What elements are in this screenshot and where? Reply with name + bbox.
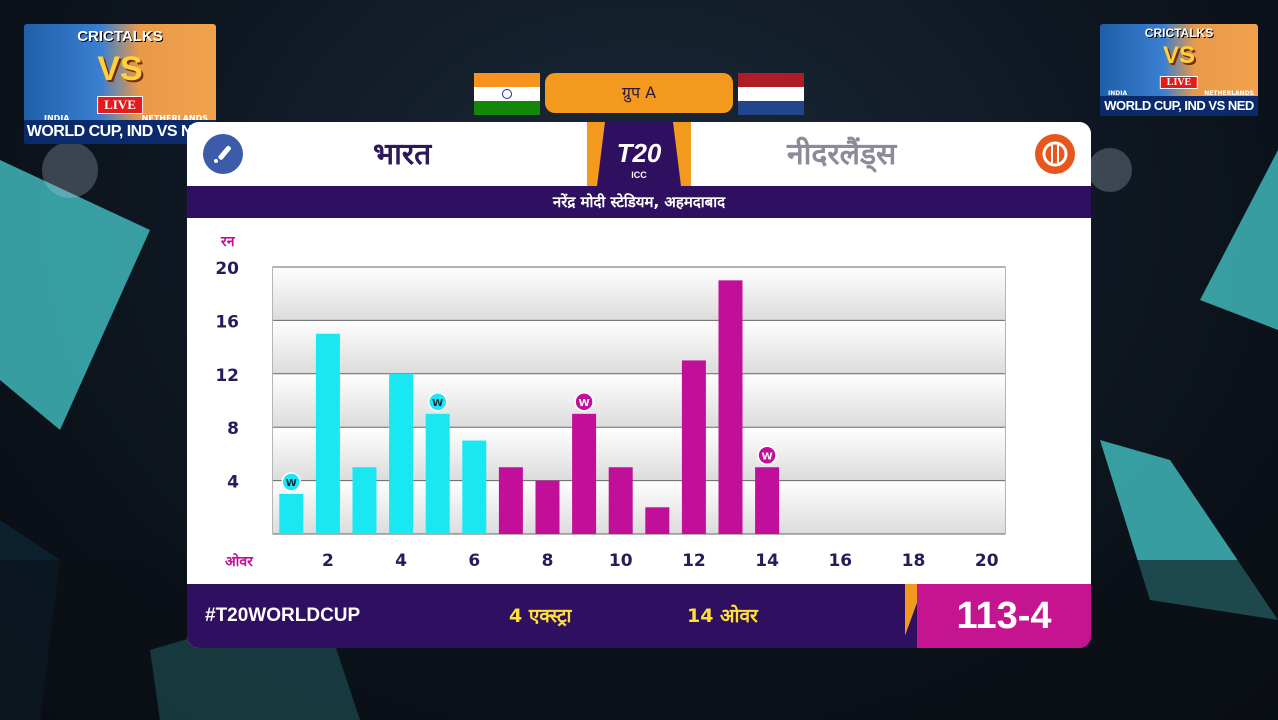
wicket-label: W (579, 398, 590, 409)
hashtag-label: #T20WORLDCUP (205, 605, 361, 626)
thumbnail-left: CRICTALKS VS LIVE INDIA NETHERLANDS WORL… (24, 24, 216, 144)
thumbnail-team1: INDIA (1108, 90, 1128, 97)
bar-over-3 (352, 467, 377, 534)
x-tick-label: 8 (542, 551, 554, 571)
runs-per-over-chart: 4 8 12 16 20 रन ओवर 2 4 6 8 10 12 14 16 18 20 W W W W (215, 234, 1006, 571)
bar-over-7 (498, 467, 523, 534)
wicket-marker (757, 445, 777, 465)
total-score: 113-4 (917, 584, 1091, 648)
bar-over-10 (608, 467, 633, 534)
x-tick-label: 18 (902, 551, 926, 571)
netherlands-flag-icon (738, 73, 804, 115)
grid-band (273, 320, 1005, 374)
bar-over-14 (755, 467, 780, 534)
x-tick-label: 14 (755, 551, 779, 571)
bar-over-6 (462, 440, 487, 534)
y-tick-label: 8 (227, 419, 239, 439)
t20-world-cup-logo: T20 ICC (587, 122, 691, 186)
x-tick-label: 6 (468, 551, 480, 571)
thumbnail-footer: WORLD CUP, IND VS NED (1100, 96, 1258, 116)
y-tick-label: 4 (227, 473, 239, 493)
thumbnail-live-badge: LIVE (97, 96, 143, 114)
overs-label: 14 ओवर (687, 605, 758, 627)
logo-big-text: T20 (617, 138, 662, 168)
wicket-marker (574, 392, 594, 412)
score-footer: #T20WORLDCUP 4 एक्स्ट्रा 14 ओवर 113-4 (187, 584, 1091, 648)
thumbnail-footer: WORLD CUP, IND VS NED (24, 120, 216, 144)
y-tick-label: 12 (215, 366, 239, 386)
bar-over-8 (535, 480, 560, 534)
x-tick-label: 16 (828, 551, 852, 571)
x-tick-label: 20 (975, 551, 999, 571)
x-tick-label: 12 (682, 551, 706, 571)
grid-band (273, 480, 1005, 534)
grid-band (273, 373, 1005, 428)
wicket-marker (281, 472, 302, 492)
bat-icon (203, 134, 243, 174)
thumbnail-vs: VS (1162, 42, 1196, 69)
x-axis-title: ओवर (225, 553, 254, 570)
thumbnail-vs: VS (97, 50, 143, 88)
bar-over-12 (681, 360, 706, 534)
x-tick-label: 10 (609, 551, 633, 571)
thumbnail-title: CRICTALKS (77, 28, 163, 45)
logo-small-text: ICC (631, 170, 647, 180)
grid-band (273, 267, 1005, 321)
bar-over-2 (315, 333, 340, 534)
y-axis-title: रन (220, 234, 236, 250)
group-label: ग्रुप A (545, 73, 733, 113)
y-tick-label: 20 (215, 259, 239, 279)
extras-label: 4 एक्स्ट्रा (509, 605, 572, 627)
x-tick-label: 4 (395, 551, 407, 571)
india-flag-icon (474, 73, 540, 115)
thumbnail-title: CRICTALKS (1144, 26, 1214, 40)
bar-over-13 (718, 280, 743, 534)
thumbnail-live-badge: LIVE (1159, 76, 1199, 89)
bar-over-4 (389, 373, 414, 534)
bowling-team-name: नीदरलैंड्स (787, 137, 897, 172)
thumbnail-team2: NETHERLANDS (1204, 90, 1254, 97)
teams-header: भारत T20 ICC नीदरलैंड्स (187, 122, 1091, 186)
scorecard-panel: भारत T20 ICC नीदरलैंड्स नरेंद्र मोदी स्ट… (187, 122, 1091, 648)
wicket-label: W (286, 478, 297, 489)
thumbnail-team1: INDIA (44, 114, 70, 123)
wicket-label: W (762, 451, 773, 462)
bar-over-9 (572, 413, 597, 534)
thumbnail-team2: NETHERLANDS (141, 114, 208, 123)
bar-over-5 (425, 413, 450, 534)
batting-team-name: भारत (373, 137, 432, 172)
ball-icon (1035, 134, 1075, 174)
venue-label: नरेंद्र मोदी स्टेडियम, अहमदाबाद (187, 186, 1091, 218)
bar-over-1 (279, 493, 304, 534)
thumbnail-right: CRICTALKS VS LIVE INDIA NETHERLANDS WORL… (1100, 24, 1258, 116)
grid-band (273, 427, 1005, 481)
wicket-marker (427, 392, 448, 412)
x-tick-label: 2 (322, 551, 334, 571)
y-tick-label: 16 (215, 312, 239, 332)
wicket-label: W (432, 398, 443, 409)
bar-over-11 (645, 507, 670, 534)
